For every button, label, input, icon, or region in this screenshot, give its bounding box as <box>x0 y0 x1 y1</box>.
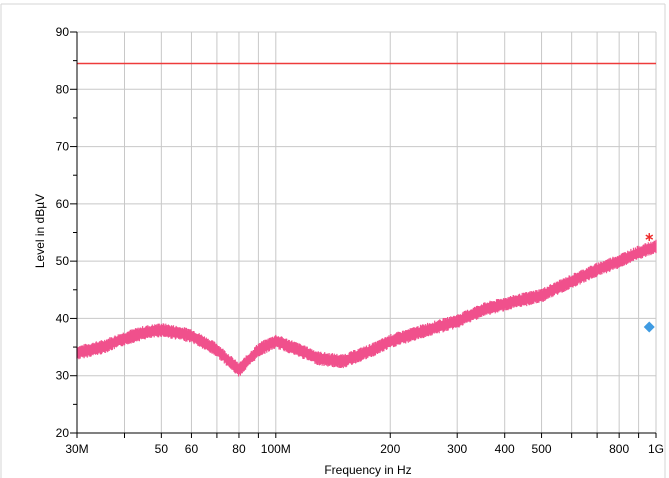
y-tick-label: 70 <box>56 140 70 154</box>
y-tick-label: 50 <box>56 254 70 268</box>
y-tick-label: 90 <box>56 25 70 39</box>
y-tick-label: 60 <box>56 197 70 211</box>
x-tick-label: 1G <box>648 442 664 456</box>
x-tick-label: 80 <box>232 442 246 456</box>
diamond-marker <box>643 321 655 333</box>
x-tick-label: 500 <box>532 442 552 456</box>
y-tick-label: 30 <box>56 369 70 383</box>
y-tick-labels: 20 30 40 50 60 70 80 90 <box>56 25 70 440</box>
x-tick-label: 50 <box>155 442 169 456</box>
y-tick-label: 80 <box>56 82 70 96</box>
x-tick-label: 800 <box>609 442 629 456</box>
x-axis-label: Frequency in Hz <box>324 463 411 477</box>
asterisk-marker <box>645 233 654 242</box>
marker-layer <box>643 233 655 333</box>
x-tick-label: 60 <box>185 442 199 456</box>
x-tick-labels: 30M 50 60 80 100M 200 300 400 500 800 1G <box>65 442 664 456</box>
x-tick-label: 30M <box>65 442 88 456</box>
y-tick-label: 40 <box>56 311 70 325</box>
x-tick-label: 400 <box>495 442 515 456</box>
y-axis-label: Level in dBµV <box>33 194 47 268</box>
x-tick-label: 300 <box>447 442 467 456</box>
x-tick-label: 100M <box>261 442 291 456</box>
x-tick-label: 200 <box>380 442 400 456</box>
y-tick-label: 20 <box>56 426 70 440</box>
axes <box>70 31 657 438</box>
grid <box>76 31 657 434</box>
asterisk-stroke <box>645 234 654 240</box>
